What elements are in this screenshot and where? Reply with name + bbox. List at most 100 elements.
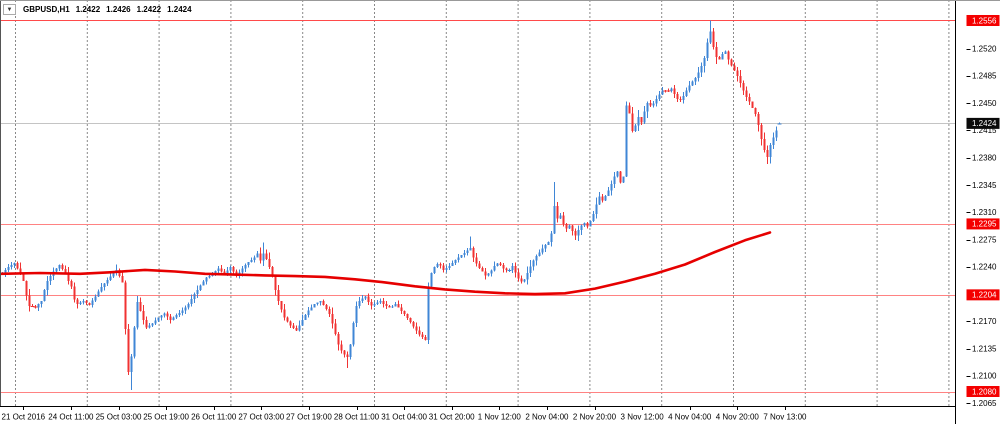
y-axis-label: 1.2065 <box>972 399 997 408</box>
candle-up <box>622 176 625 183</box>
candle-up <box>490 270 493 274</box>
candle-down <box>517 272 520 279</box>
candle-up <box>391 306 394 308</box>
candle-up <box>136 301 139 328</box>
candle-up <box>163 313 166 316</box>
y-axis-label: 1.2100 <box>972 372 997 381</box>
candle-up <box>361 298 364 302</box>
candle-up <box>775 130 778 138</box>
candle-up <box>538 252 541 256</box>
candle-down <box>325 304 328 309</box>
candle-down <box>265 253 268 260</box>
candle-up <box>250 259 253 263</box>
candle-up <box>247 262 250 266</box>
x-axis-label: 4 Nov 20:00 <box>716 413 760 422</box>
candle-up <box>82 301 85 303</box>
doji-bar <box>663 90 668 92</box>
candle-down <box>232 266 235 272</box>
candle-down <box>19 268 22 275</box>
candle-up <box>448 265 451 269</box>
x-axis-label: 21 Oct 2016 <box>2 413 46 422</box>
candle-up <box>634 125 637 132</box>
candle-up <box>193 294 196 300</box>
candle-down <box>442 265 445 270</box>
candle-up <box>589 220 592 227</box>
symbol-dropdown-icon[interactable]: ▼ <box>3 4 16 15</box>
candle-up <box>133 327 136 357</box>
candle-up <box>694 78 697 82</box>
y-axis-label: 1.2450 <box>972 99 997 108</box>
candle-up <box>553 206 556 234</box>
candle-down <box>340 344 343 351</box>
candle-down <box>76 299 79 305</box>
y-axis-label: 1.2310 <box>972 208 997 217</box>
candle-down <box>478 263 481 268</box>
candle-down <box>499 263 502 266</box>
quote-high: 1.2426 <box>106 5 131 14</box>
x-axis-label: 25 Oct 19:00 <box>143 413 189 422</box>
candle-down <box>139 301 142 312</box>
candle-up <box>529 266 532 273</box>
candle-down <box>619 171 622 183</box>
x-axis-label: 3 Nov 12:00 <box>621 413 665 422</box>
candle-up <box>310 307 313 311</box>
candle-down <box>565 223 568 229</box>
candle-down <box>388 306 391 308</box>
candle-down <box>283 309 286 318</box>
y-axis-label: 1.2520 <box>972 44 997 53</box>
candle-down <box>400 307 403 311</box>
candle-up <box>49 276 52 281</box>
candle-up <box>202 281 205 286</box>
candle-up <box>214 271 217 274</box>
candle-down <box>370 302 373 306</box>
candle-up <box>523 279 526 282</box>
candle-up <box>607 190 610 196</box>
level-price-badge <box>966 14 1000 26</box>
candle-down <box>673 88 676 95</box>
candle-up <box>37 304 40 308</box>
candle-up <box>262 253 265 261</box>
candle-up <box>301 319 304 326</box>
quote-low: 1.2422 <box>136 5 162 14</box>
candle-up <box>682 96 685 101</box>
candle-up <box>112 273 115 277</box>
candles <box>0 20 782 390</box>
candle-up <box>457 257 460 261</box>
badge-label: 1.2295 <box>972 220 997 229</box>
candle-down <box>736 70 739 76</box>
candle-up <box>769 145 772 157</box>
candle-up <box>688 85 691 91</box>
candle-down <box>25 280 28 296</box>
candle-up <box>466 250 469 253</box>
candle-down <box>169 316 172 320</box>
candle-up <box>91 300 94 305</box>
candle-up <box>526 272 529 280</box>
candle-up <box>313 304 316 308</box>
candle-down <box>751 101 754 108</box>
candle-down <box>727 51 730 60</box>
candle-up <box>706 42 709 58</box>
candle-up <box>199 285 202 290</box>
x-axis-label: 1 Nov 12:00 <box>478 413 522 422</box>
candle-up <box>241 268 244 273</box>
candle-up <box>460 255 463 258</box>
candle-up <box>109 276 112 281</box>
candle-up <box>610 184 613 191</box>
candle-down <box>337 334 340 345</box>
candle-down <box>382 301 385 304</box>
x-axis-label: 2 Nov 20:00 <box>573 413 617 422</box>
y-axis-label: 1.2380 <box>972 153 997 162</box>
candle-down <box>367 296 370 303</box>
candle-up <box>652 103 655 106</box>
candle-up <box>229 266 232 271</box>
candle-down <box>328 308 331 315</box>
y-axis-label: 1.2275 <box>972 235 997 244</box>
candle-up <box>685 90 688 97</box>
candle-up <box>58 265 61 269</box>
candle-down <box>274 276 277 291</box>
candle-up <box>580 225 583 231</box>
candle-up <box>613 176 616 185</box>
candle-down <box>277 290 280 302</box>
candle-down <box>85 301 88 304</box>
